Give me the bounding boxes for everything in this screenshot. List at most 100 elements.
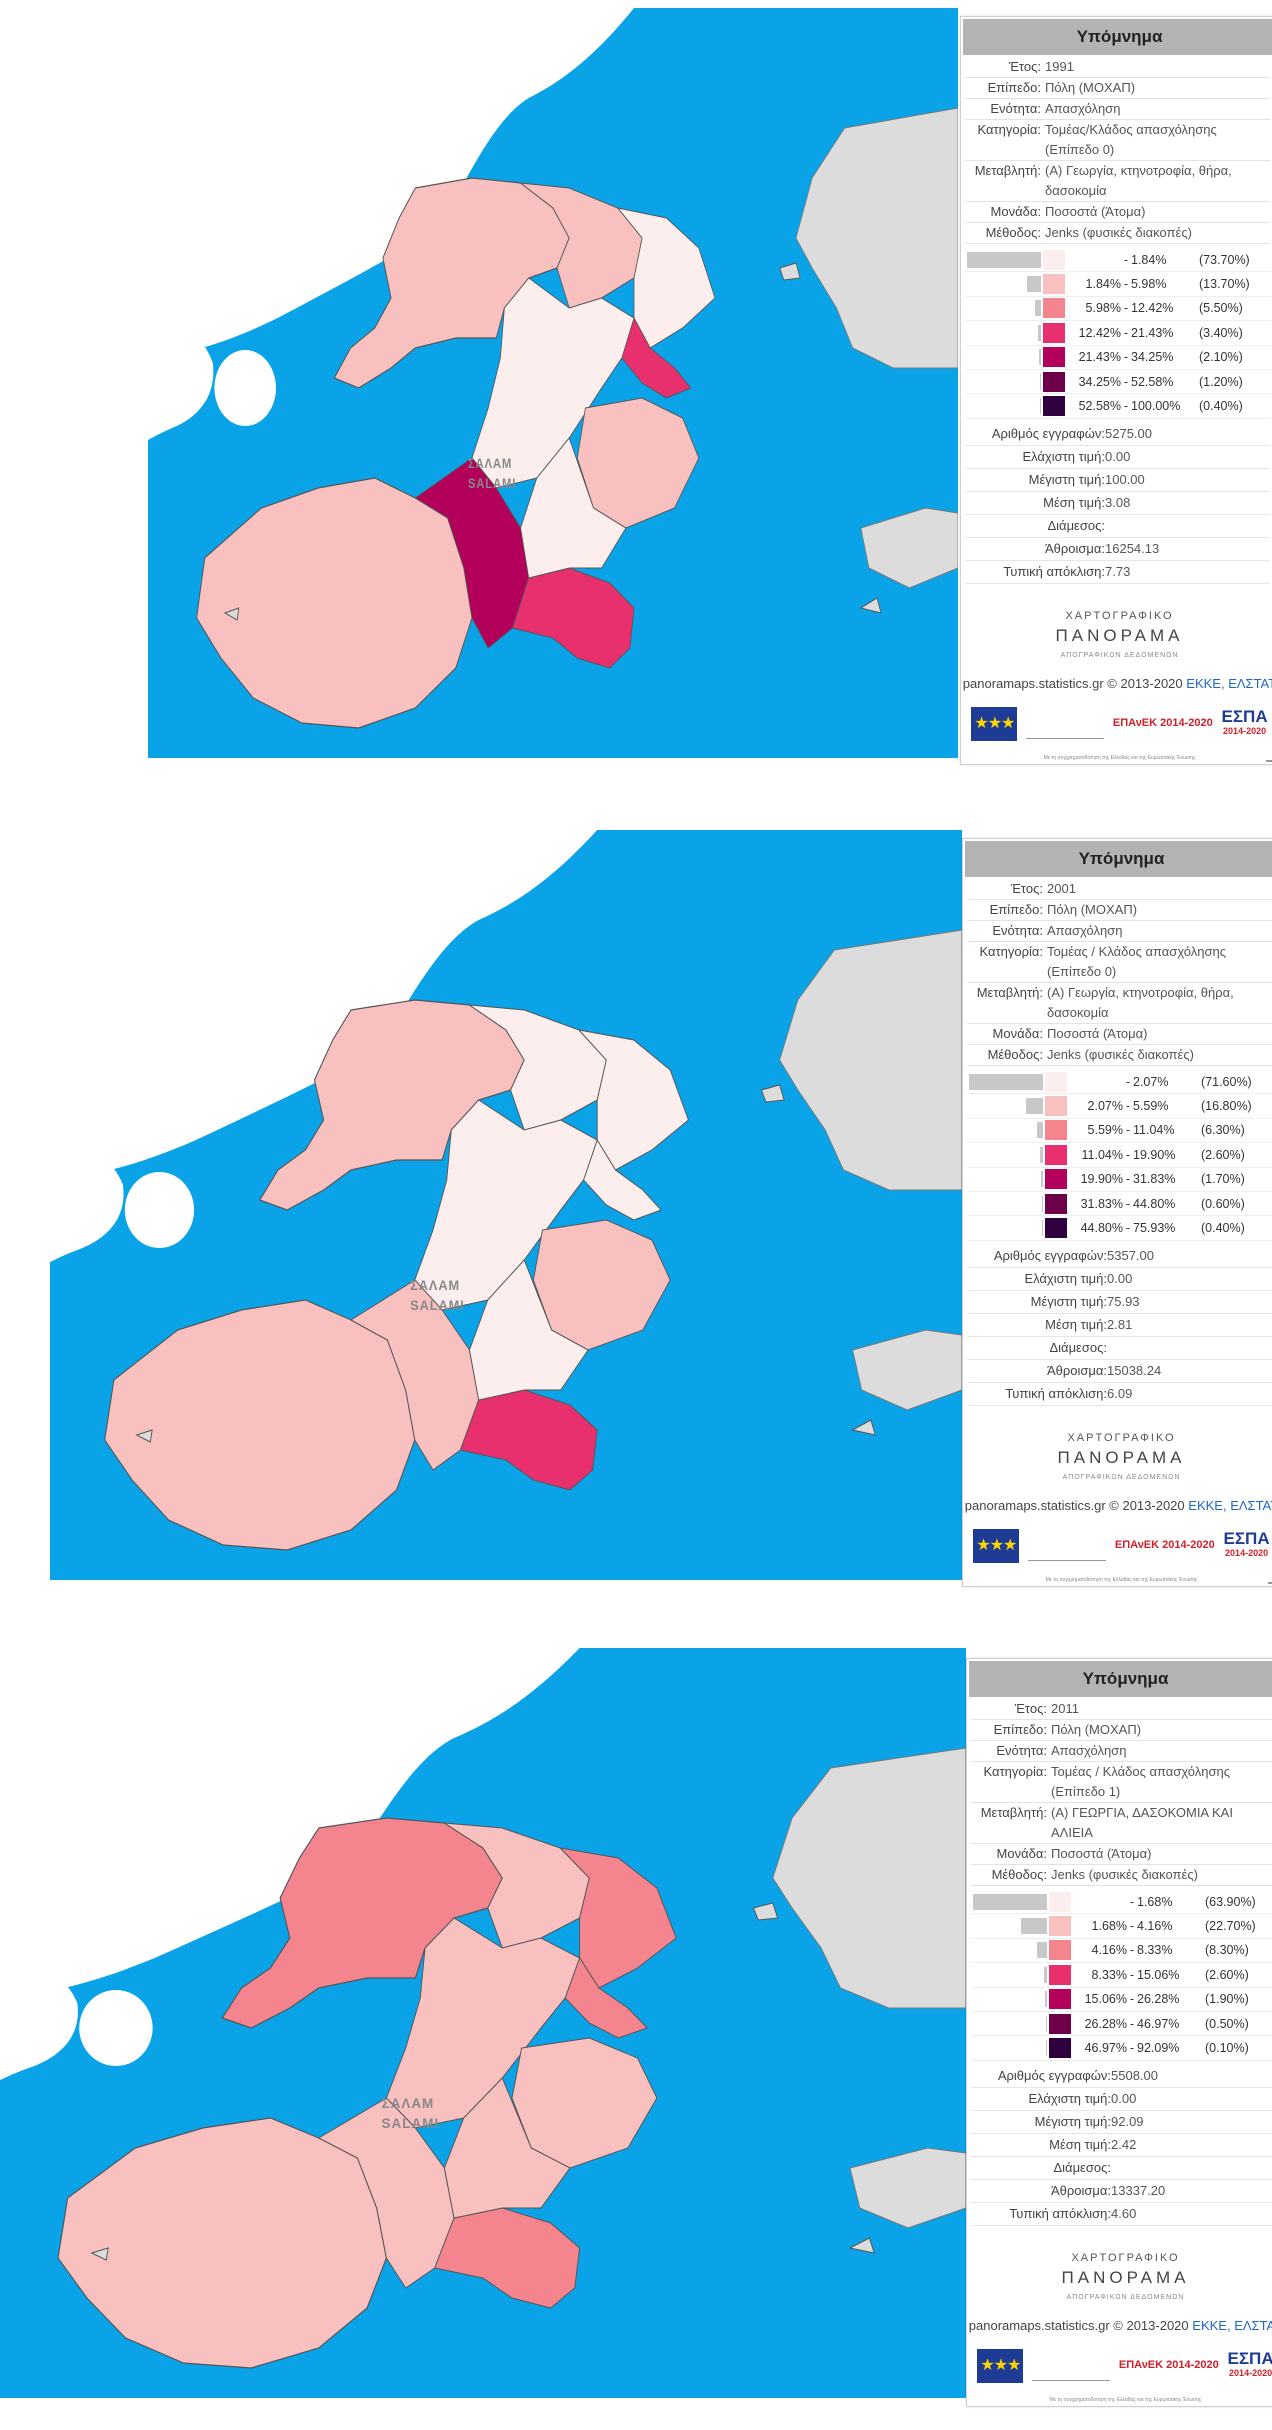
legend-classes: -1.84% (73.70%) 1.84% -5.98% (13.70%) 5.98% -1… xyxy=(965,248,1270,419)
map-canvas[interactable]: ΣΑΛΑΜ SALAMI xyxy=(148,8,958,758)
legend-class-swatch xyxy=(1045,1218,1067,1239)
legend-meta-key: Κατηγορία: xyxy=(983,1764,1047,1779)
legend-class-high: 1.68% xyxy=(1137,1894,1173,1909)
land-mainland-east xyxy=(849,2147,966,2229)
legend-stat-key: Ελάχιστη τιμή: xyxy=(1022,448,1105,464)
legend-class-row: -1.68% (63.90%) xyxy=(971,1890,1272,1915)
legend-stat-key: Μέση τιμή: xyxy=(1043,494,1105,510)
legend-meta-value: Πόλη (ΜΟΧΑΠ) xyxy=(1045,80,1136,95)
legend-class-row: 31.83% -44.80% (0.60%) xyxy=(967,1192,1272,1217)
islet xyxy=(135,1429,153,1443)
region-south-w xyxy=(57,2117,388,2369)
ministry-logo-icon xyxy=(1028,1530,1107,1562)
espa-years: 2014-2020 xyxy=(1229,2367,1272,2378)
legend-class-low: 8.33% xyxy=(1091,1967,1127,1982)
legend-class-histogram xyxy=(971,1990,1047,2008)
choropleth-map[interactable]: ΣΑΛΑΜ SALAMI xyxy=(50,830,962,1580)
credit-link[interactable]: ΕΚΚΕ, ΕΛΣΤΑΤ xyxy=(1186,675,1272,691)
no-data-area xyxy=(124,1172,195,1248)
credit-link[interactable]: ΕΚΚΕ, ΕΛΣΤΑΤ xyxy=(1188,1497,1272,1513)
legend-stat-value: 4.60 xyxy=(1111,2205,1137,2221)
legend-meta-key: Μονάδα: xyxy=(996,1846,1047,1861)
panorama-logo: ΧΑΡΤΟΓΡΑΦΙΚΟ ΠΑΝΟΡΑΜΑ ΑΠΟΓΡΑΦΙΚΩΝ ΔΕΔΟΜΕ… xyxy=(963,1428,1272,1488)
no-data-area xyxy=(148,8,634,358)
sponsor-logos: ★★★ ΕΠΑνΕΚ 2014-2020 ΕΣΠΑ 2014-2020 xyxy=(967,702,1272,746)
legend-class-bar xyxy=(1041,1171,1043,1188)
legend-meta-row: Κατηγορία: Τομέας / Κλάδος απασχόλησης (Ε… xyxy=(971,1762,1272,1803)
legend-stat-key: Αριθμός εγγραφών: xyxy=(993,1247,1107,1263)
region-north-pink xyxy=(621,316,692,399)
region-mid-e xyxy=(532,1219,671,1351)
legend-stat-value: 5357.00 xyxy=(1107,1247,1154,1263)
legend-class-share: (0.50%) xyxy=(1205,2016,1249,2031)
no-data-area xyxy=(214,350,276,426)
legend-class-bar xyxy=(1020,1918,1047,1935)
resize-handle-icon[interactable] xyxy=(1268,1574,1272,1584)
place-label-latin: SALAMI xyxy=(410,1297,464,1313)
legend-class-high: 4.16% xyxy=(1137,1919,1173,1934)
espa-text: ΕΣΠΑ xyxy=(1227,2348,1272,2368)
legend-class-bar xyxy=(1046,2040,1047,2057)
legend-class-swatch xyxy=(1043,371,1065,392)
legend-meta-key: Επίπεδο: xyxy=(987,80,1041,95)
credit-link[interactable]: ΕΚΚΕ, ΕΛΣΤΑΤ xyxy=(1192,2317,1272,2333)
legend-class-share: (1.20%) xyxy=(1199,374,1243,389)
legend-stat-row: Αριθμός εγγραφών: 5357.00 xyxy=(967,1245,1272,1268)
legend-meta-row: Μονάδα: Ποσοστά (Άτομα) xyxy=(967,1024,1272,1045)
legend-class-histogram xyxy=(967,1219,1043,1237)
legend-meta-row: Έτος: 2011 xyxy=(971,1699,1272,1720)
legend-class-separator: - xyxy=(1129,1919,1135,1934)
land-mainland-east xyxy=(772,1747,966,2009)
legend-stat-value xyxy=(1107,1337,1272,1359)
legend-meta-value: 2011 xyxy=(1051,1701,1079,1716)
legend-class-swatch xyxy=(1045,1144,1067,1165)
legend-stat-key: Τυπική απόκλιση: xyxy=(1005,1385,1107,1401)
legend-stat-row: Διάμεσος: xyxy=(965,515,1270,538)
legend-class-histogram xyxy=(965,275,1041,293)
legend-class-separator: - xyxy=(1125,1074,1131,1089)
legend-meta-key: Μέθοδος: xyxy=(987,1047,1043,1062)
legend-meta-value: Ποσοστά (Άτομα) xyxy=(1051,1846,1152,1861)
legend-class-separator: - xyxy=(1129,2041,1135,2056)
legend-meta-value: (Α) ΓΕΩΡΓΙΑ, ΔΑΣΟΚΟΜΙΑ ΚΑΙ ΑΛΙΕΙΑ xyxy=(1051,1805,1233,1840)
map-panel: ΣΑΛΑΜ SALAMI Υπόμνημα Έτος: 1991 Επίπεδο: Π… xyxy=(0,8,1272,768)
legend-class-histogram xyxy=(971,2015,1047,2033)
legend-stat-key: Διάμεσος: xyxy=(1053,2159,1111,2175)
resize-handle-icon[interactable] xyxy=(1266,752,1272,762)
legend-class-share: (3.40%) xyxy=(1199,325,1243,340)
legend-class-histogram xyxy=(965,299,1041,317)
legend-class-row: 44.80% -75.93% (0.40%) xyxy=(967,1216,1272,1241)
legend-class-share: (16.80%) xyxy=(1201,1099,1252,1114)
legend-stat-value: 92.09 xyxy=(1111,2113,1144,2129)
legend-class-swatch xyxy=(1043,274,1065,295)
legend-stat-key: Ελάχιστη τιμή: xyxy=(1028,2090,1111,2106)
legend-stat-key: Διάμεσος: xyxy=(1049,1339,1107,1355)
legend-stat-value: 2.81 xyxy=(1107,1316,1133,1332)
legend-class-low: 1.68% xyxy=(1091,1919,1127,1934)
legend-stat-value: 0.00 xyxy=(1107,1270,1133,1286)
legend-meta-key: Ενότητα: xyxy=(992,923,1043,938)
legend: Υπόμνημα Έτος: 1991 Επίπεδο: Πόλη (ΜΟΧΑΠ) Εν… xyxy=(960,16,1272,765)
legend-stat-value: 16254.13 xyxy=(1105,540,1160,556)
legend-meta-value: Απασχόληση xyxy=(1047,923,1123,938)
legend-class-swatch xyxy=(1049,1940,1071,1961)
no-data-area xyxy=(79,1990,153,2066)
place-label-greek: ΣΑΛΑΜ xyxy=(410,1277,460,1293)
choropleth-map[interactable]: ΣΑΛΑΜ SALAMI xyxy=(148,8,958,758)
map-canvas[interactable]: ΣΑΛΑΜ SALAMI xyxy=(0,1648,966,2398)
choropleth-map[interactable]: ΣΑΛΑΜ SALAMI xyxy=(0,1648,966,2398)
legend-class-separator: - xyxy=(1129,1967,1135,1982)
legend-class-high: 8.33% xyxy=(1137,1943,1173,1958)
legend-class-row: 2.07% -5.59% (16.80%) xyxy=(967,1094,1272,1119)
no-data-area xyxy=(50,830,598,1180)
legend-stat-value: 13337.20 xyxy=(1111,2182,1166,2198)
legend-meta-row: Έτος: 1991 xyxy=(965,57,1270,78)
land-mainland-east xyxy=(795,107,958,369)
no-data-area xyxy=(148,308,214,440)
ministry-logo-icon xyxy=(1032,2350,1111,2382)
legend-class-swatch xyxy=(1045,1169,1067,1190)
map-canvas[interactable]: ΣΑΛΑΜ SALAMI xyxy=(50,830,962,1580)
islet xyxy=(90,2247,109,2261)
legend-meta-value: Πόλη (ΜΟΧΑΠ) xyxy=(1051,1722,1142,1737)
legend-class-high: 34.25% xyxy=(1131,350,1174,365)
